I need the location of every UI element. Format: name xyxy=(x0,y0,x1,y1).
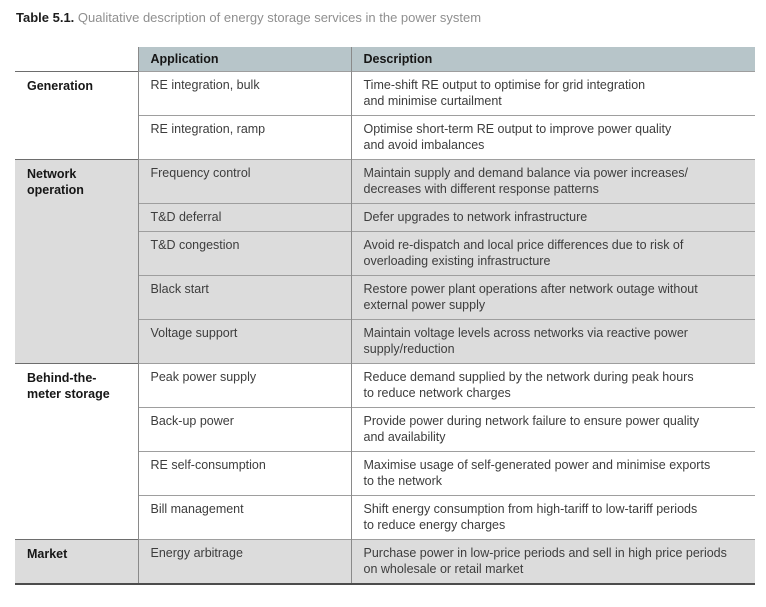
header-cell-category xyxy=(15,47,139,72)
table-row: Back-up power Provide power during networ… xyxy=(15,407,755,452)
description-cell: Shift energy consumption from high-tarif… xyxy=(351,495,755,540)
application-cell: Frequency control xyxy=(138,159,352,204)
application-cell: T&D deferral xyxy=(138,203,352,232)
table-row: Bill management Shift energy consumption … xyxy=(15,495,755,540)
description-cell: Reduce demand supplied by the network du… xyxy=(351,363,755,408)
table-row: RE integration, ramp Optimise short-term … xyxy=(15,115,755,160)
table-caption: Table 5.1. Qualitative description of en… xyxy=(16,10,755,26)
application-cell: Black start xyxy=(138,275,352,320)
category-cell: Generation xyxy=(15,71,139,160)
application-cell: RE integration, ramp xyxy=(138,115,352,160)
description-cell: Maintain supply and demand balance via p… xyxy=(351,159,755,204)
table-row: Market Energy arbitrage Purchase power in … xyxy=(15,539,755,585)
table-row: Behind-the- meter storage Peak power supp… xyxy=(15,363,755,540)
description-cell: Maintain voltage levels across networks … xyxy=(351,319,755,364)
header-cell-application: Application xyxy=(138,47,352,72)
application-cell: RE self-consumption xyxy=(138,451,352,496)
table-row: T&D deferral Defer upgrades to network in… xyxy=(15,203,755,232)
application-cell: Voltage support xyxy=(138,319,352,364)
table-row: Black start Restore power plant operation… xyxy=(15,275,755,320)
table-row: Voltage support Maintain voltage levels a… xyxy=(15,319,755,364)
table-row: Generation RE integration, bulk Time-shift… xyxy=(15,71,755,160)
description-cell: Defer upgrades to network infrastructure xyxy=(351,203,755,232)
table-body: Generation RE integration, bulk Time-shift… xyxy=(15,71,755,585)
table-caption-label: Table 5.1. xyxy=(16,10,75,25)
application-cell: Back-up power xyxy=(138,407,352,452)
application-cell: RE integration, bulk xyxy=(138,71,352,116)
energy-storage-services-table: Application Description Generation RE int… xyxy=(15,47,755,585)
description-cell: Restore power plant operations after net… xyxy=(351,275,755,320)
category-cell: Network operation xyxy=(15,159,139,364)
description-cell: Avoid re-dispatch and local price differ… xyxy=(351,231,755,276)
category-cell: Behind-the- meter storage xyxy=(15,363,139,540)
application-cell: Bill management xyxy=(138,495,352,540)
application-cell: Energy arbitrage xyxy=(138,539,352,585)
table-row: RE self-consumption Maximise usage of sel… xyxy=(15,451,755,496)
description-cell: Time-shift RE output to optimise for gri… xyxy=(351,71,755,116)
application-cell: T&D congestion xyxy=(138,231,352,276)
table-caption-text: Qualitative description of energy storag… xyxy=(74,10,482,25)
header-row: Application Description xyxy=(15,47,755,72)
category-cell: Market xyxy=(15,539,139,585)
table-row: T&D congestion Avoid re-dispatch and loca… xyxy=(15,231,755,276)
table-row: Network operation Frequency control Mainta… xyxy=(15,159,755,364)
description-cell: Purchase power in low-price periods and … xyxy=(351,539,755,585)
table-header: Application Description xyxy=(15,47,755,72)
application-cell: Peak power supply xyxy=(138,363,352,408)
header-cell-description: Description xyxy=(351,47,755,72)
description-cell: Maximise usage of self-generated power a… xyxy=(351,451,755,496)
description-cell: Optimise short-term RE output to improve… xyxy=(351,115,755,160)
description-cell: Provide power during network failure to … xyxy=(351,407,755,452)
